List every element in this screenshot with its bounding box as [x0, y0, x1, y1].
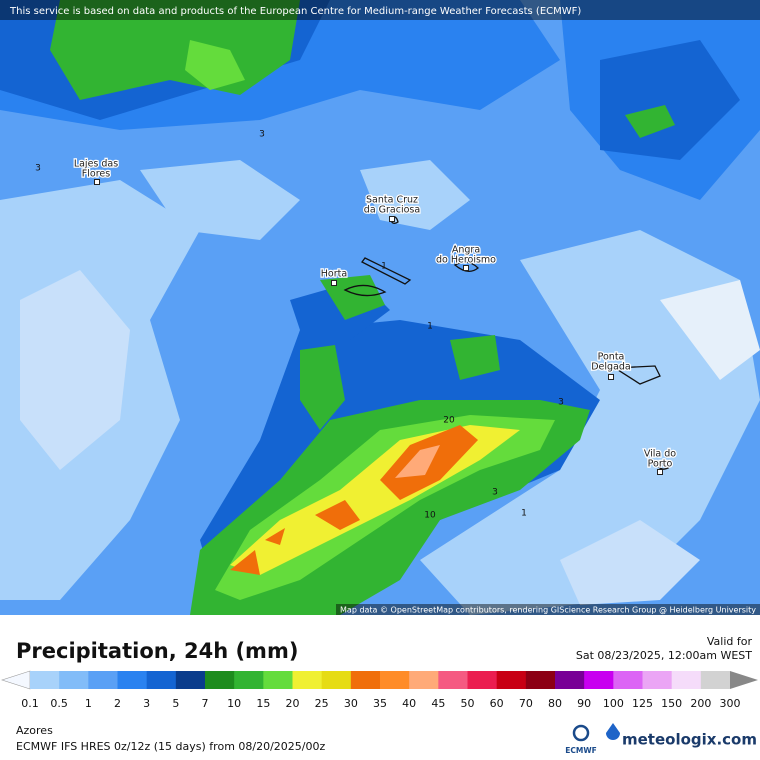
contour-label: 3	[35, 164, 41, 174]
legend-label: 0.1	[21, 697, 39, 710]
attribution: Map data © OpenStreetMap contributors, r…	[340, 606, 756, 615]
contour-label: 10	[424, 511, 436, 521]
legend-label: 0.5	[50, 697, 68, 710]
legend-swatch	[584, 671, 614, 689]
contour-label: 1	[381, 262, 387, 272]
legend-swatch	[263, 671, 293, 689]
legend-label: 80	[548, 697, 562, 710]
legend-label: 7	[202, 697, 209, 710]
legend-swatch	[613, 671, 643, 689]
legend-label: 35	[373, 697, 387, 710]
legend-swatch	[88, 671, 118, 689]
legend-swatch	[59, 671, 89, 689]
notice: This service is based on data and produc…	[9, 6, 581, 17]
place-marker	[331, 280, 337, 286]
place-marker	[657, 469, 663, 475]
legend-label: 300	[720, 697, 741, 710]
legend-panel: Precipitation, 24h (mm) Valid for Sat 08…	[1, 635, 758, 755]
legend-swatch	[438, 671, 468, 689]
place-label: Angra	[452, 245, 480, 256]
legend-label: 30	[344, 697, 358, 710]
legend-swatch	[642, 671, 673, 689]
legend-swatch	[117, 671, 148, 689]
valid-label: Valid for	[707, 635, 753, 648]
contour-label: 3	[558, 398, 564, 408]
place-label: Vila do	[644, 449, 676, 460]
legend-swatch	[555, 671, 585, 689]
legend-label: 200	[690, 697, 711, 710]
legend-label: 45	[431, 697, 445, 710]
legend-swatch	[409, 671, 439, 689]
contour-label: 20	[443, 416, 455, 426]
place-label: Santa Cruz	[366, 195, 418, 206]
place-label: Horta	[321, 269, 347, 280]
legend-label: 20	[286, 697, 300, 710]
legend-label: 150	[661, 697, 682, 710]
ecmwf-logo: ECMWF	[565, 746, 597, 755]
contour-label: 1	[521, 509, 527, 519]
place-marker	[389, 216, 395, 222]
legend-swatch	[671, 671, 702, 689]
legend-label: 60	[490, 697, 504, 710]
legend-swatch	[467, 671, 498, 689]
legend-label: 125	[632, 697, 653, 710]
legend-label: 70	[519, 697, 533, 710]
place-label: Ponta	[598, 352, 625, 363]
legend-swatch	[700, 671, 731, 689]
title: Precipitation, 24h (mm)	[16, 639, 298, 663]
legend-swatch	[234, 671, 264, 689]
notice-bar	[0, 0, 760, 20]
legend-label: 10	[227, 697, 241, 710]
attribution-bar	[336, 604, 760, 615]
contour-label: 1	[427, 322, 433, 332]
legend-label: 3	[143, 697, 150, 710]
legend-label: 100	[603, 697, 624, 710]
contour-label: 3	[259, 130, 265, 140]
ecmwf-icon	[572, 724, 590, 742]
legend-label: 5	[172, 697, 179, 710]
place-label: da Graciosa	[364, 205, 420, 216]
place-label: Flores	[82, 169, 110, 180]
legend-swatch	[321, 671, 352, 689]
legend-arrow-low	[1, 670, 31, 690]
legend-swatch	[350, 671, 381, 689]
place-label: Delgada	[591, 362, 631, 373]
place-label: do Heroismo	[436, 255, 496, 266]
legend-swatch	[146, 671, 177, 689]
legend-swatch	[380, 671, 410, 689]
site-icon	[606, 723, 620, 740]
place-marker	[608, 374, 614, 380]
model-run: ECMWF IFS HRES 0z/12z (15 days) from 08/…	[16, 740, 326, 753]
legend-label: 25	[315, 697, 329, 710]
legend-swatch	[30, 671, 60, 689]
place-marker	[463, 265, 469, 271]
place-label: Lajes das	[74, 159, 118, 170]
site-logo: meteologix.com	[622, 731, 757, 749]
valid-time: Sat 08/23/2025, 12:00am WEST	[576, 649, 752, 662]
region: Azores	[16, 724, 53, 737]
legend-arrow-high	[730, 671, 758, 689]
legend-label: 15	[256, 697, 270, 710]
legend-label: 40	[402, 697, 416, 710]
legend-swatch	[496, 671, 527, 689]
contour-label: 3	[492, 488, 498, 498]
legend-label: 50	[461, 697, 475, 710]
legend-label: 1	[85, 697, 92, 710]
place-label: Porto	[648, 459, 673, 470]
legend-swatch	[292, 671, 323, 689]
legend-label: 2	[114, 697, 121, 710]
legend-swatch	[525, 671, 556, 689]
legend-swatch	[205, 671, 235, 689]
legend-label: 90	[577, 697, 591, 710]
precip-field	[0, 0, 760, 615]
legend-swatch	[175, 671, 206, 689]
place-marker	[94, 179, 100, 185]
island-outlines	[343, 216, 669, 470]
